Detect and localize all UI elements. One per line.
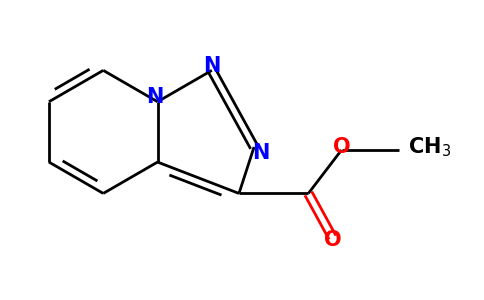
Text: N: N xyxy=(146,87,163,107)
Text: O: O xyxy=(324,230,341,250)
Text: N: N xyxy=(253,143,270,163)
Text: N: N xyxy=(203,56,221,76)
Text: O: O xyxy=(333,137,350,157)
Text: CH$_3$: CH$_3$ xyxy=(408,135,451,159)
